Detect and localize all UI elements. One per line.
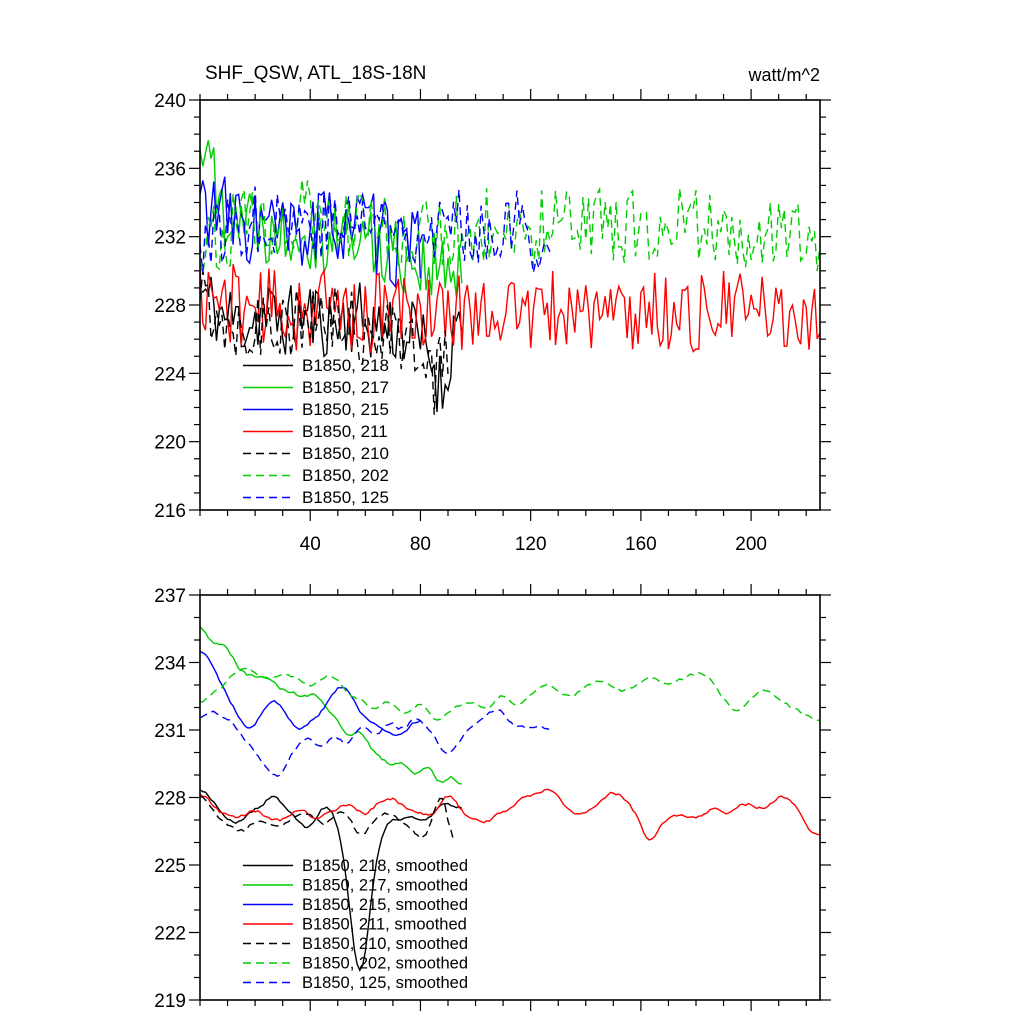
xtick-label: 160	[625, 534, 657, 555]
ytick-label: 219	[154, 991, 186, 1012]
ytick-label: 232	[154, 228, 186, 249]
ytick-label: 231	[154, 721, 186, 742]
legend-item-b1850-215: B1850, 215	[243, 400, 389, 419]
legend-item-b1850-218-smoothed: B1850, 218, smoothed	[243, 857, 468, 875]
legend-smoothed-panel: B1850, 218, smoothed B1850, 217, smoothed…	[243, 857, 468, 992]
ytick-label: 237	[154, 586, 186, 607]
panel-raw-panel: 216 220 224 228 232 236 240 40 80 120 160 200 B1850,…	[154, 89, 831, 555]
ytick-label: 234	[154, 654, 186, 675]
legend-label-b1850-210: B1850, 210	[302, 444, 389, 463]
legend-item-b1850-218: B1850, 218	[243, 356, 389, 375]
ytick-label: 236	[154, 159, 186, 180]
series-line-b1850-202-smoothed	[200, 667, 820, 722]
xtick-label: 120	[515, 534, 547, 555]
ytick-label: 224	[154, 364, 186, 385]
ytick-label: 228	[154, 789, 186, 810]
legend-label-b1850-215: B1850, 215	[302, 400, 389, 419]
legend-label-b1850-217-smoothed: B1850, 217, smoothed	[302, 877, 468, 895]
ytick-label: 240	[154, 91, 186, 112]
series-line-b1850-217-smoothed	[200, 626, 462, 785]
axis-ticks-smoothed-panel	[189, 584, 831, 1011]
series-line-b1850-211	[200, 263, 820, 353]
xtick-label: 40	[300, 534, 321, 555]
ytick-label: 216	[154, 501, 186, 522]
ytick-label: 220	[154, 433, 186, 454]
series-line-b1850-125	[200, 186, 551, 273]
legend-label-b1850-218: B1850, 218	[302, 356, 389, 375]
series-line-b1850-211-smoothed	[200, 788, 820, 841]
ytick-label: 222	[154, 924, 186, 945]
legend-item-b1850-217: B1850, 217	[243, 378, 389, 397]
legend-item-b1850-211: B1850, 211	[243, 422, 388, 441]
legend-item-b1850-125: B1850, 125	[243, 488, 389, 507]
plot-frame-smoothed-panel	[199, 594, 821, 1001]
panel-smoothed-panel: 219 222 225 228 231 234 237 B1850, 218, smoothe…	[154, 584, 831, 1012]
legend-label-b1850-125: B1850, 125	[302, 488, 389, 507]
legend-label-b1850-211: B1850, 211	[302, 422, 388, 441]
legend-label-b1850-125-smoothed: B1850, 125, smoothed	[302, 974, 468, 992]
legend-item-b1850-215-smoothed: B1850, 215, smoothed	[243, 896, 468, 914]
legend-item-b1850-210-smoothed: B1850, 210, smoothed	[243, 935, 468, 953]
ytick-label: 225	[154, 856, 186, 877]
legend-label-b1850-218-smoothed: B1850, 218, smoothed	[302, 857, 468, 875]
xtick-label: 200	[735, 534, 767, 555]
legend-label-b1850-217: B1850, 217	[302, 378, 389, 397]
plot-frame-raw-panel	[199, 99, 821, 511]
legend-item-b1850-211-smoothed: B1850, 211, smoothed	[243, 916, 467, 934]
series-line-b1850-210-smoothed	[200, 796, 455, 841]
legend-label-b1850-202-smoothed: B1850, 202, smoothed	[302, 955, 468, 973]
legend-label-b1850-215-smoothed: B1850, 215, smoothed	[302, 896, 468, 914]
series-line-b1850-125-smoothed	[200, 709, 551, 777]
series-line-b1850-210	[200, 270, 449, 415]
legend-item-b1850-217-smoothed: B1850, 217, smoothed	[243, 877, 468, 895]
legend-raw-panel: B1850, 218 B1850, 217 B1850, 215 B1850, 211…	[243, 356, 389, 507]
ytick-label: 228	[154, 296, 186, 317]
xtick-label: 80	[410, 534, 431, 555]
legend-label-b1850-211-smoothed: B1850, 211, smoothed	[302, 916, 467, 934]
legend-item-b1850-125-smoothed: B1850, 125, smoothed	[243, 974, 468, 992]
chart-units-label: watt/m^2	[748, 65, 820, 85]
series-line-b1850-215-smoothed	[200, 650, 421, 737]
legend-label-b1850-210-smoothed: B1850, 210, smoothed	[302, 935, 468, 953]
legend-item-b1850-202-smoothed: B1850, 202, smoothed	[243, 955, 468, 973]
axis-labels-smoothed-panel: 219 222 225 228 231 234 237	[154, 586, 186, 1012]
legend-label-b1850-202: B1850, 202	[302, 466, 389, 485]
axis-labels-raw-panel: 216 220 224 228 232 236 240 40 80 120 160 200	[154, 91, 767, 555]
legend-item-b1850-202: B1850, 202	[243, 466, 389, 485]
chart-title: SHF_QSW, ATL_18S-18N	[205, 63, 427, 84]
legend-item-b1850-210: B1850, 210	[243, 444, 389, 463]
series-line-b1850-217	[200, 140, 463, 297]
series-line-b1850-218	[200, 276, 463, 413]
axis-ticks-raw-panel	[189, 89, 831, 521]
